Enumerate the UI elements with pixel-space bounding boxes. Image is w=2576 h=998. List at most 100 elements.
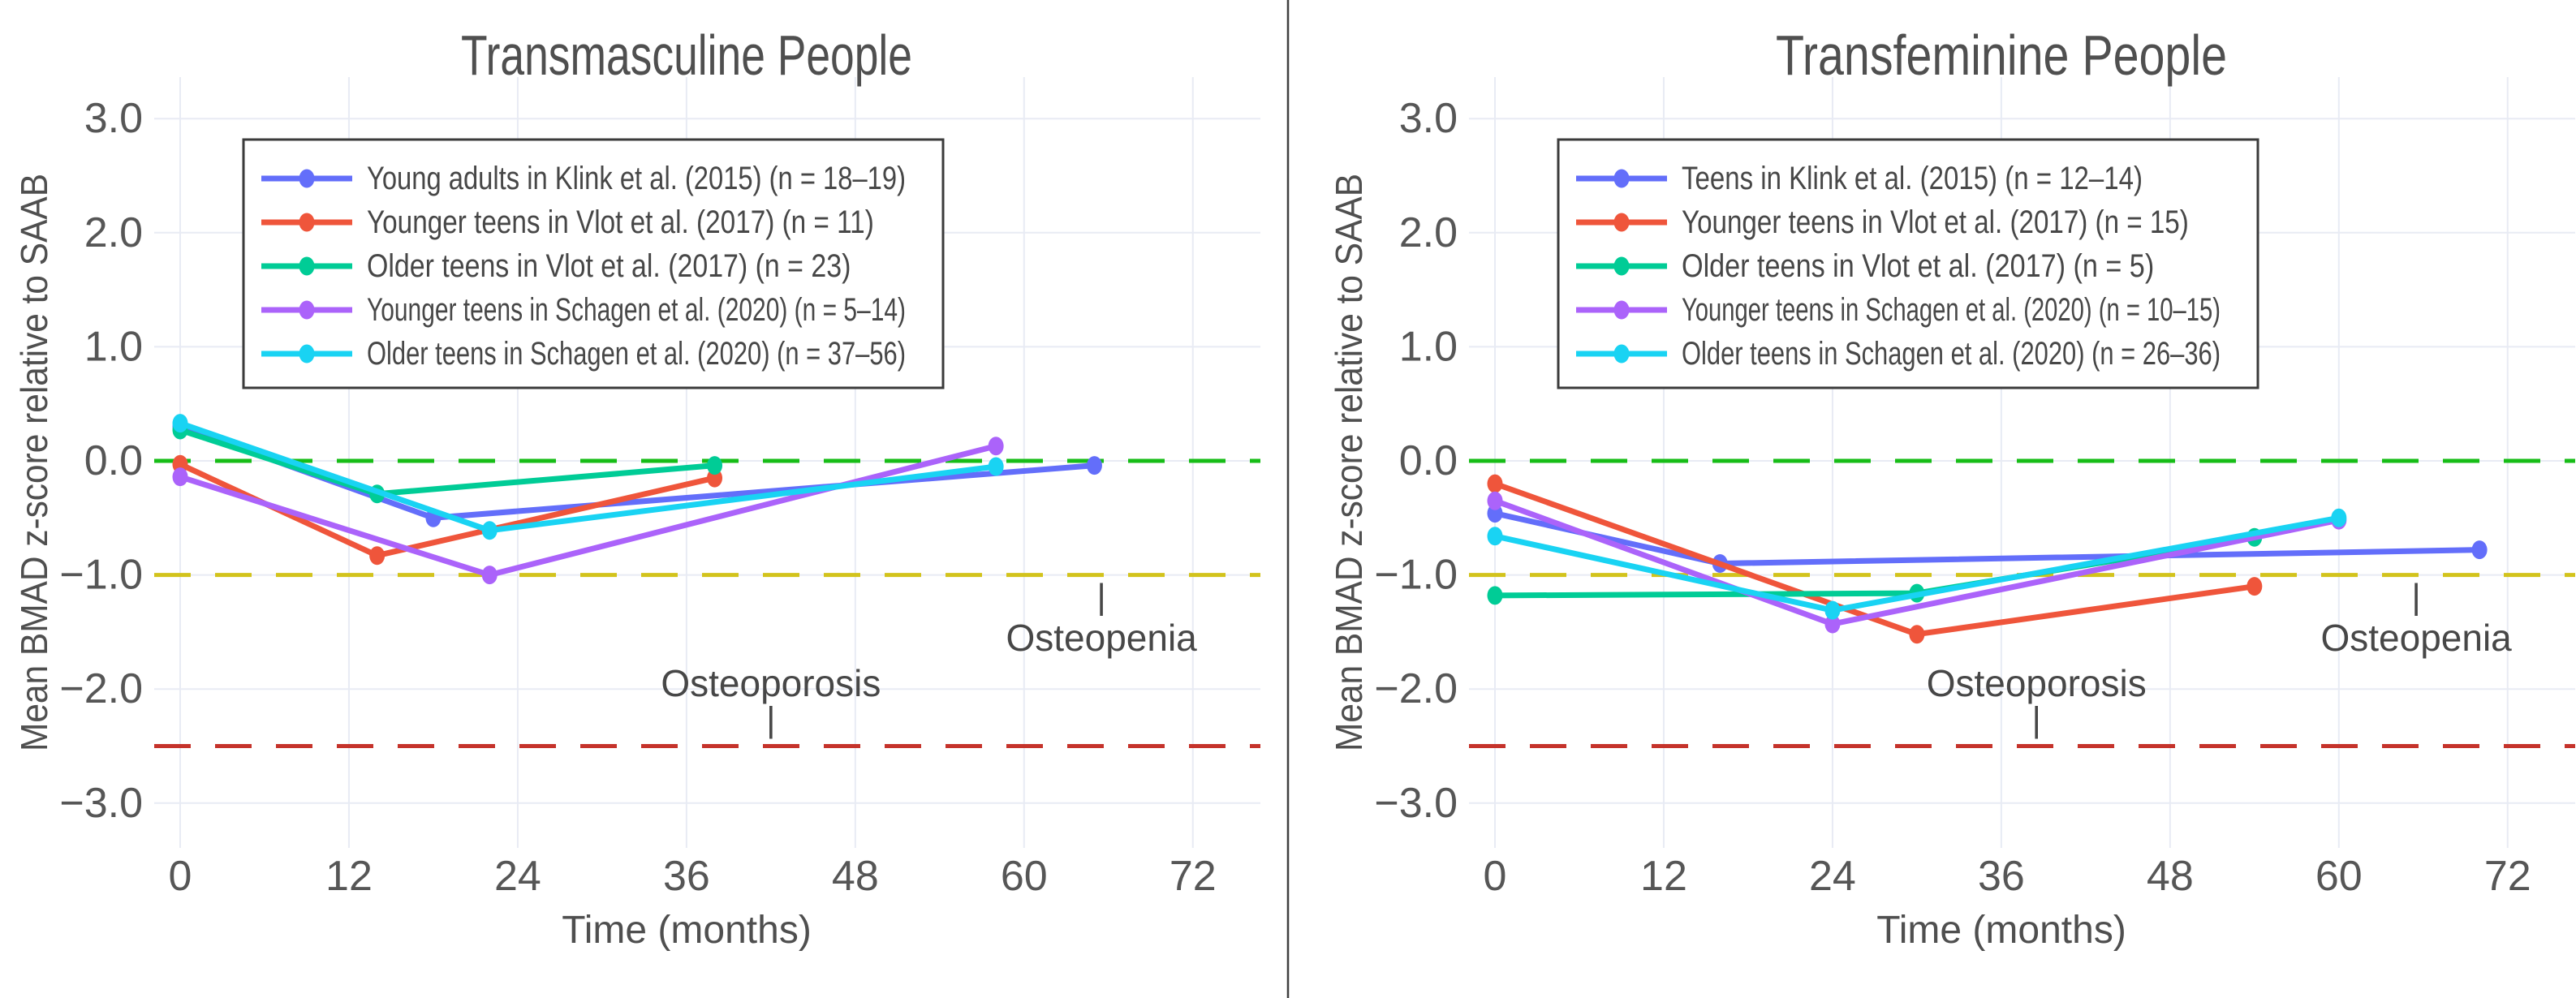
legend-label: Younger teens in Vlot et al. (2017) (n =…	[367, 204, 874, 240]
annotation-tick-mark: |	[1096, 577, 1105, 617]
data-point-marker	[1487, 474, 1503, 493]
x-tick-label: 72	[1170, 853, 1217, 900]
annotation-label: Osteopenia	[1006, 617, 1197, 659]
y-tick-label: −1.0	[59, 552, 143, 599]
legend-label: Older teens in Schagen et al. (2020) (n …	[1682, 336, 2221, 372]
x-tick-label: 12	[325, 853, 373, 900]
data-point-marker	[481, 521, 498, 540]
annotation-label: Osteoporosis	[661, 662, 881, 704]
x-tick-label: 36	[1978, 853, 2025, 900]
legend: Young adults in Klink et al. (2015) (n =…	[242, 138, 945, 389]
legend-item-younger-teens-in-vlot-et-al-2017-n-15[interactable]: Younger teens in Vlot et al. (2017) (n =…	[1576, 204, 2189, 240]
y-axis-title: Mean BMAD z-score relative to SAAB	[1328, 174, 1370, 751]
annotation-osteopenia: |Osteopenia	[2320, 577, 2512, 659]
y-tick-label: −3.0	[59, 780, 143, 827]
x-axis-title: Time (months)	[1876, 909, 2126, 952]
annotation-label: Osteoporosis	[1927, 662, 2147, 704]
legend-marker	[1613, 213, 1630, 232]
data-point-marker	[2331, 508, 2347, 527]
legend-label: Younger teens in Vlot et al. (2017) (n =…	[1682, 204, 2189, 240]
legend-label: Older teens in Vlot et al. (2017) (n = 5…	[1682, 248, 2154, 284]
x-tick-label: 24	[494, 853, 541, 900]
data-point-marker	[1487, 586, 1503, 605]
legend-label: Younger teens in Schagen et al. (2020) (…	[367, 292, 906, 328]
y-tick-label: −3.0	[1374, 780, 1458, 827]
legend-marker	[299, 169, 315, 188]
data-point-marker	[1824, 600, 1841, 620]
legend-item-younger-teens-in-schagen-et-al-2020-n-5-[interactable]: Younger teens in Schagen et al. (2020) (…	[261, 292, 906, 328]
x-tick-label: 12	[1640, 853, 1687, 900]
y-tick-label: 1.0	[1399, 323, 1458, 370]
y-tick-label: 1.0	[84, 323, 143, 370]
legend-item-older-teens-in-schagen-et-al-2020-n-37-5[interactable]: Older teens in Schagen et al. (2020) (n …	[261, 336, 906, 372]
annotation-label: Osteopenia	[2320, 617, 2512, 659]
data-point-marker	[1909, 625, 1925, 644]
x-tick-label: 60	[2315, 853, 2363, 900]
data-point-marker	[1487, 527, 1503, 546]
y-tick-label: 2.0	[84, 209, 143, 256]
legend-label: Teens in Klink et al. (2015) (n = 12–14)	[1682, 161, 2143, 196]
data-point-marker	[988, 457, 1004, 476]
chart-panel-transmasculine-people: Transmasculine People Time (months) Mean B…	[13, 24, 1260, 952]
y-axis-title: Mean BMAD z-score relative to SAAB	[13, 174, 55, 751]
x-tick-label: 60	[1001, 853, 1048, 900]
legend-marker	[299, 256, 315, 276]
x-tick-label: 48	[832, 853, 879, 900]
series-older-teens-in-vlot-et-al-2017-n-23	[172, 420, 723, 504]
legend-item-older-teens-in-vlot-et-al-2017-n-23[interactable]: Older teens in Vlot et al. (2017) (n = 2…	[261, 248, 851, 284]
legend-item-young-adults-in-klink-et-al-2015-n-18-19[interactable]: Young adults in Klink et al. (2015) (n =…	[261, 161, 906, 196]
chart-title: Transmasculine People	[461, 24, 912, 87]
annotation-tick-mark: |	[766, 700, 775, 740]
legend-item-teens-in-klink-et-al-2015-n-12-14[interactable]: Teens in Klink et al. (2015) (n = 12–14)	[1576, 161, 2143, 196]
legend-item-older-teens-in-vlot-et-al-2017-n-5[interactable]: Older teens in Vlot et al. (2017) (n = 5…	[1576, 248, 2154, 284]
chart-title: Transfeminine People	[1776, 24, 2227, 87]
data-point-marker	[988, 437, 1004, 456]
x-tick-label: 48	[2147, 853, 2194, 900]
series-older-teens-in-schagen-et-al-2020-n-37-5	[172, 414, 1004, 540]
data-point-marker	[172, 467, 188, 487]
x-axis-title: Time (months)	[562, 909, 812, 952]
legend-marker	[1613, 256, 1630, 276]
series-line	[1492, 534, 2258, 599]
legend-item-younger-teens-in-schagen-et-al-2020-n-10[interactable]: Younger teens in Schagen et al. (2020) (…	[1576, 292, 2221, 328]
x-tick-label: 72	[2484, 853, 2531, 900]
series-younger-teens-in-vlot-et-al-2017-n-15	[1487, 474, 2263, 644]
data-point-marker	[1824, 614, 1841, 634]
y-tick-label: 3.0	[84, 95, 143, 142]
annotation-osteoporosis: |Osteoporosis	[661, 662, 881, 739]
annotation-tick-mark: |	[2411, 577, 2420, 617]
legend-box	[1557, 138, 2259, 389]
legend-item-younger-teens-in-vlot-et-al-2017-n-11[interactable]: Younger teens in Vlot et al. (2017) (n =…	[261, 204, 874, 240]
legend-item-older-teens-in-schagen-et-al-2020-n-26-3[interactable]: Older teens in Schagen et al. (2020) (n …	[1576, 336, 2221, 372]
series-older-teens-in-schagen-et-al-2020-n-26-3	[1487, 508, 2347, 620]
legend-label: Older teens in Schagen et al. (2020) (n …	[367, 336, 906, 372]
legend-label: Older teens in Vlot et al. (2017) (n = 2…	[367, 248, 851, 284]
legend-marker	[1613, 300, 1630, 320]
y-tick-label: 0.0	[1399, 437, 1458, 484]
y-tick-label: −2.0	[1374, 665, 1458, 712]
legend-marker	[299, 344, 315, 363]
data-point-marker	[172, 414, 188, 433]
x-tick-label: 0	[1484, 853, 1507, 900]
x-tick-label: 36	[663, 853, 710, 900]
legend-label: Young adults in Klink et al. (2015) (n =…	[367, 161, 906, 196]
x-tick-label: 24	[1809, 853, 1856, 900]
data-point-marker	[369, 546, 386, 566]
series-line	[177, 427, 718, 497]
annotation-osteoporosis: |Osteoporosis	[1927, 662, 2147, 739]
x-tick-label: 0	[169, 853, 192, 900]
legend-marker	[1613, 344, 1630, 363]
annotation-tick-mark: |	[2031, 700, 2040, 740]
legend-marker	[1613, 169, 1630, 188]
data-point-marker	[1487, 491, 1503, 510]
legend-marker	[299, 213, 315, 232]
legend-marker	[299, 300, 315, 320]
chart-panel-transfeminine-people: Transfeminine People Time (months) Mean BM…	[1328, 24, 2575, 952]
legend-box	[242, 138, 945, 389]
data-point-marker	[481, 566, 498, 585]
data-point-marker	[2471, 540, 2488, 560]
y-tick-label: 3.0	[1399, 95, 1458, 142]
y-tick-label: −1.0	[1374, 552, 1458, 599]
